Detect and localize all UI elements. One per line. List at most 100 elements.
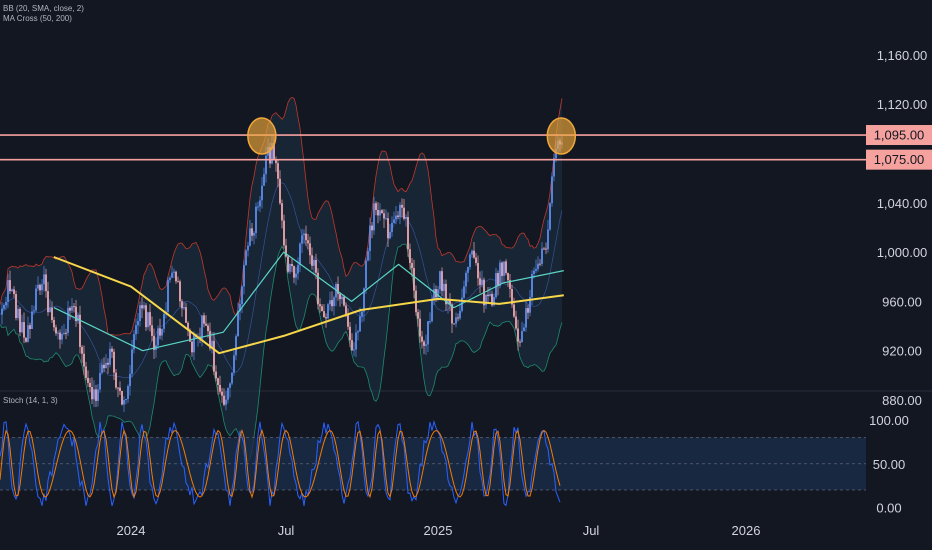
candle-body xyxy=(537,263,539,269)
candle-body xyxy=(47,291,49,313)
highlight-circle xyxy=(546,117,577,155)
candle-body xyxy=(447,299,449,305)
candle-body xyxy=(119,387,121,392)
price-level-label: 1,075.00 xyxy=(874,152,925,167)
candle-body xyxy=(29,325,31,330)
candle-body xyxy=(363,288,365,312)
candle-body xyxy=(295,273,297,278)
candle-body xyxy=(495,273,497,298)
candle-body xyxy=(385,218,387,220)
candle-body xyxy=(503,261,505,276)
candle-body xyxy=(375,203,377,211)
candle-body xyxy=(85,366,87,378)
candle-body xyxy=(61,333,63,340)
y-tick-label: 880.00 xyxy=(882,393,922,408)
candle-body xyxy=(205,323,207,326)
y-tick-label: 1,160.00 xyxy=(877,48,928,63)
candle-body xyxy=(365,260,367,289)
y-tick-label: 960.00 xyxy=(882,294,922,309)
candle-body xyxy=(547,229,549,250)
candle-body xyxy=(49,307,51,313)
candle-body xyxy=(543,248,545,250)
candle-body xyxy=(515,316,517,329)
candle-body xyxy=(357,331,359,333)
ma200-line xyxy=(53,256,564,355)
candle-body xyxy=(359,316,361,332)
stoch-y-tick-label: 100.00 xyxy=(869,413,909,428)
candle-body xyxy=(437,289,439,298)
candle-body xyxy=(227,387,229,400)
candle-body xyxy=(251,228,253,236)
candle-body xyxy=(117,387,119,389)
ma-cross-indicator-label[interactable]: MA Cross (50, 200) xyxy=(3,14,72,23)
candle-body xyxy=(161,328,163,336)
candle-body xyxy=(259,200,261,207)
stoch-k-line xyxy=(0,419,561,507)
candle-body xyxy=(491,293,493,306)
candle-body xyxy=(147,312,149,328)
candle-body xyxy=(93,389,95,400)
candle-body xyxy=(131,349,133,374)
candle-body xyxy=(109,348,111,365)
candle-body xyxy=(293,266,295,278)
bollinger-upper-line xyxy=(0,97,563,336)
candle-body xyxy=(281,203,283,221)
candle-body xyxy=(463,286,465,298)
candle-body xyxy=(241,286,243,305)
candle-body xyxy=(203,315,205,324)
candle-body xyxy=(317,272,319,305)
candle-body xyxy=(289,263,291,272)
candle-body xyxy=(135,325,137,335)
candle-body xyxy=(173,271,175,273)
candle-body xyxy=(351,340,353,351)
candle-body xyxy=(291,263,293,267)
candle-body xyxy=(329,300,331,305)
stoch-indicator-label[interactable]: Stoch (14, 1, 3) xyxy=(3,396,58,405)
candle-body xyxy=(477,263,479,279)
candle-body xyxy=(391,222,393,232)
candle-body xyxy=(535,268,537,271)
candle-body xyxy=(373,203,375,231)
candle-body xyxy=(245,250,247,266)
candle-body xyxy=(529,296,531,313)
candle-body xyxy=(471,250,473,255)
price-level-badge xyxy=(866,149,932,170)
candle-body xyxy=(517,328,519,342)
candle-body xyxy=(309,243,311,256)
candle-body xyxy=(403,207,405,219)
candle-body xyxy=(263,174,265,186)
candle-body xyxy=(413,268,415,291)
stoch-y-tick-label: 0.00 xyxy=(876,501,901,516)
candle-body xyxy=(539,263,541,265)
candle-body xyxy=(257,206,259,208)
candle-body xyxy=(71,306,73,311)
candle-body xyxy=(111,348,113,352)
candle-body xyxy=(473,250,475,258)
candle-body xyxy=(405,216,407,219)
candle-body xyxy=(425,344,427,346)
bb-indicator-label[interactable]: BB (20, SMA, close, 2) xyxy=(3,4,84,13)
candle-body xyxy=(157,328,159,346)
candle-body xyxy=(45,274,47,292)
candle-body xyxy=(445,283,447,305)
candle-body xyxy=(457,317,459,319)
candle-body xyxy=(549,203,551,230)
candle-body xyxy=(19,308,21,333)
candle-body xyxy=(69,307,71,311)
candle-body xyxy=(13,289,15,294)
candle-body xyxy=(393,219,395,223)
candle-body xyxy=(279,178,281,204)
candle-body xyxy=(193,334,195,353)
candle-body xyxy=(401,204,403,208)
candle-body xyxy=(79,314,81,347)
candle-body xyxy=(419,318,421,337)
candle-body xyxy=(353,349,355,351)
candle-body xyxy=(231,372,233,384)
candle-body xyxy=(441,271,443,291)
candle-body xyxy=(1,308,3,315)
candle-body xyxy=(75,306,77,322)
bollinger-band-fill xyxy=(0,97,562,461)
candle-body xyxy=(253,232,255,236)
candle-body xyxy=(431,300,433,322)
